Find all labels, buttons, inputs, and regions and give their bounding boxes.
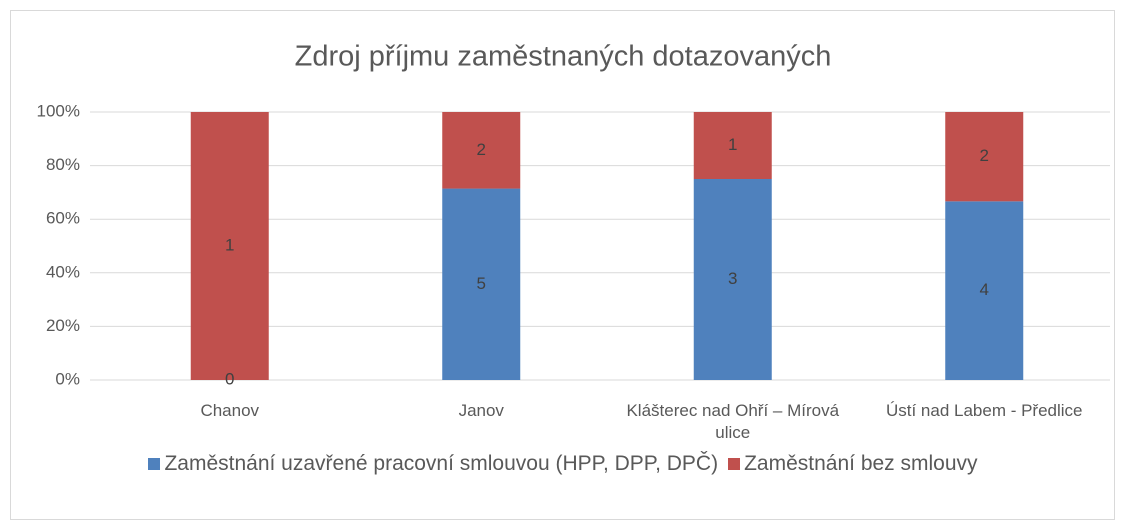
chart-title: Zdroj příjmu zaměstnaných dotazovaných xyxy=(295,41,832,73)
x-tick-label: Chanov xyxy=(200,401,260,420)
legend-swatch xyxy=(148,458,161,470)
legend: Zaměstnání uzavřené pracovní smlouvou (H… xyxy=(0,452,1126,476)
x-tick-label: Ústí nad Labem - Předlice xyxy=(885,401,1083,420)
data-label: 2 xyxy=(477,140,486,159)
y-tick-label: 0% xyxy=(55,369,80,388)
y-tick-label: 80% xyxy=(46,155,80,174)
legend-label: Zaměstnání uzavřené pracovní smlouvou (H… xyxy=(164,452,719,475)
bar-segment xyxy=(190,112,269,380)
legend-label: Zaměstnání bez smlouvy xyxy=(744,452,978,475)
data-label: 5 xyxy=(477,274,486,293)
data-label: 1 xyxy=(728,135,737,154)
data-label: 1 xyxy=(225,235,234,254)
y-tick-label: 60% xyxy=(46,209,80,228)
y-tick-label: 20% xyxy=(46,316,80,335)
data-label: 2 xyxy=(980,146,989,165)
x-tick-label: Klášterec nad Ohří – Mírová ulice xyxy=(626,401,840,442)
bar-segment xyxy=(945,112,1024,202)
bar-segment xyxy=(693,179,772,380)
bar-segment xyxy=(693,112,772,179)
data-label: 3 xyxy=(728,269,737,288)
legend-item: Zaměstnání uzavřené pracovní smlouvou (H… xyxy=(148,452,718,476)
bar-segment xyxy=(442,188,521,380)
bar-segment xyxy=(442,112,521,189)
bar-segment xyxy=(945,201,1024,380)
data-label: 4 xyxy=(980,280,989,299)
y-tick-label: 40% xyxy=(46,262,80,281)
data-label: 0 xyxy=(225,369,234,388)
legend-swatch xyxy=(728,458,741,470)
x-tick-label: Janov xyxy=(458,401,504,420)
legend-item: Zaměstnání bez smlouvy xyxy=(728,452,978,476)
y-tick-label: 100% xyxy=(37,101,80,120)
